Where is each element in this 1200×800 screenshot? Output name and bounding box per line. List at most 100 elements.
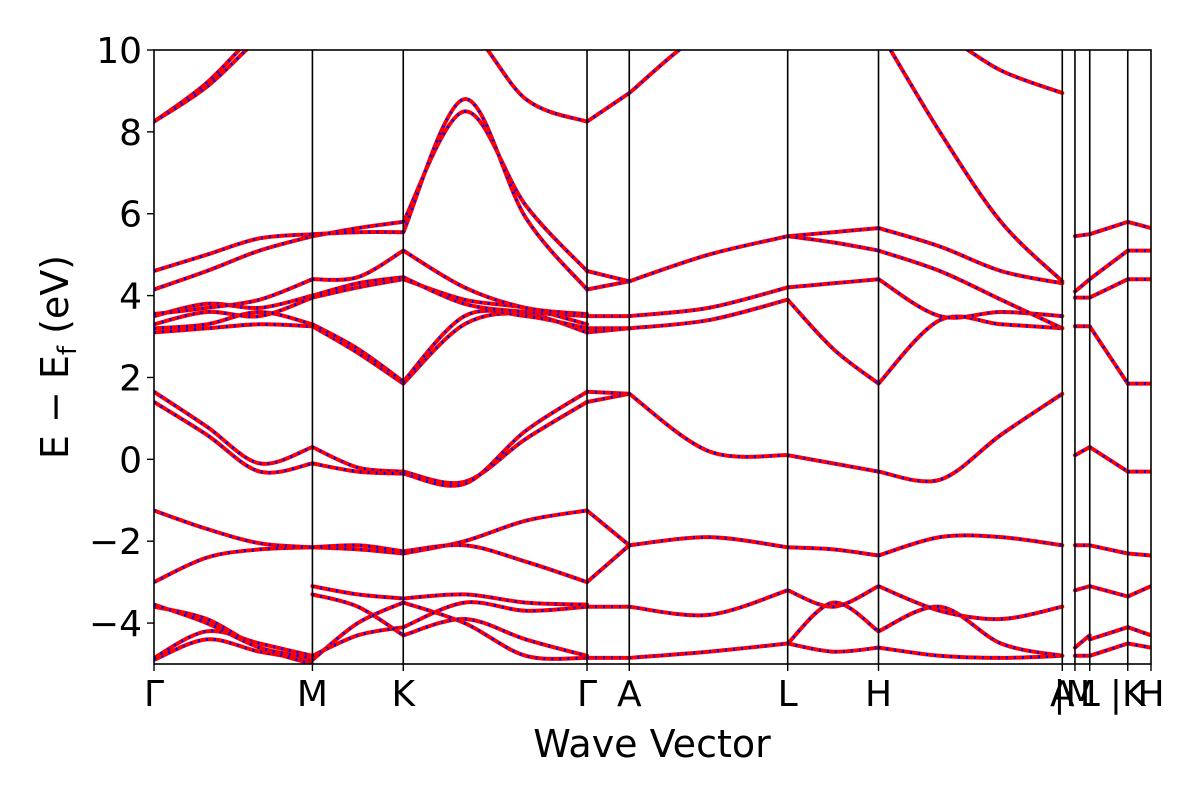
- band-line-red: [1073, 232, 1092, 239]
- high-symmetry-lines: [311, 50, 1129, 664]
- band-line-blue: [312, 230, 404, 236]
- band-line-blue: [154, 603, 313, 660]
- band-line-blue: [154, 232, 313, 273]
- x-tick-label: Γ: [144, 674, 164, 715]
- x-tick-label: L: [778, 674, 798, 715]
- y-axis-title-main: E − E: [33, 355, 77, 459]
- band-line-blue: [586, 269, 630, 283]
- band-line-blue: [154, 296, 313, 326]
- x-tick-label: L: [1080, 674, 1100, 715]
- band-line-blue: [402, 617, 588, 658]
- x-axis-title: Wave Vector: [533, 722, 771, 766]
- band-line-red: [310, 277, 406, 300]
- band-line-red: [627, 285, 790, 319]
- band-line-blue: [402, 509, 588, 555]
- band-line-red: [627, 391, 790, 459]
- band-line-red: [1087, 625, 1130, 642]
- band-line-blue: [1074, 584, 1091, 592]
- band-line-blue: [312, 461, 404, 476]
- band-line-red: [310, 322, 406, 384]
- band-line-red: [627, 50, 683, 95]
- band-line-red: [401, 592, 589, 607]
- band-line-blue: [402, 600, 588, 629]
- x-tick-label: A: [1050, 674, 1075, 715]
- band-line-blue: [877, 584, 1063, 621]
- x-tick-label: |M: [1053, 674, 1096, 715]
- band-line-blue: [878, 533, 1063, 557]
- band-line-red: [310, 324, 406, 386]
- band-line-blue: [154, 629, 313, 660]
- x-tick-label: Γ: [577, 674, 597, 715]
- y-axis-title: E − Ef (eV): [33, 255, 83, 459]
- band-line-red: [785, 297, 881, 386]
- band-line-red: [310, 230, 406, 237]
- band-line-red: [310, 275, 406, 298]
- y-tick-label: 0: [119, 440, 142, 481]
- x-tick-label: |K: [1110, 674, 1147, 715]
- band-curves: [154, 50, 1151, 664]
- band-line-red: [585, 508, 632, 548]
- band-line-red: [876, 645, 1065, 660]
- band-line-red: [876, 226, 1065, 286]
- band-line-red: [585, 543, 632, 585]
- band-line-blue: [586, 91, 631, 123]
- band-line-red: [627, 535, 790, 550]
- band-line-blue: [312, 545, 404, 555]
- band-line-blue: [1127, 220, 1151, 230]
- band-line-blue: [1127, 584, 1151, 598]
- plot-frame: [153, 49, 1152, 665]
- band-line-blue: [1127, 552, 1151, 557]
- y-tick-label: −2: [89, 522, 142, 563]
- y-tick-label: 2: [119, 358, 142, 399]
- band-line-red: [1125, 551, 1151, 558]
- band-line-blue: [312, 592, 405, 637]
- band-line-blue: [154, 637, 313, 662]
- x-tick-label: K: [391, 674, 416, 715]
- band-line-red: [964, 50, 1065, 95]
- band-line-red: [1087, 277, 1130, 300]
- band-line-blue: [311, 625, 404, 658]
- band-line-red: [310, 248, 406, 282]
- y-axis-title-subscript: f: [53, 345, 83, 355]
- x-tick-label: A: [617, 674, 642, 715]
- band-line-blue: [154, 605, 313, 664]
- band-line-red: [1087, 248, 1130, 282]
- y-tick-label: 4: [119, 277, 142, 318]
- band-line-red: [627, 297, 790, 331]
- y-axis-ticks: −4 −2 0 2 4 6 8 10: [89, 31, 154, 645]
- band-line-red: [876, 391, 1065, 484]
- y-tick-label: −4: [89, 604, 142, 645]
- band-line-red: [627, 234, 790, 284]
- band-line-blue: [1088, 325, 1130, 385]
- band-line-red: [1087, 219, 1130, 237]
- band-line-red: [1087, 641, 1130, 658]
- band-line-blue: [877, 605, 1063, 658]
- band-line-blue: [1074, 232, 1090, 238]
- band-line-red: [888, 50, 1065, 284]
- x-axis-ticks: Γ M K Γ A L H A|ML |KH: [144, 664, 1165, 715]
- band-line-blue: [311, 445, 404, 474]
- band-line-red: [154, 277, 315, 316]
- band-line-blue: [154, 310, 313, 330]
- band-line-red: [585, 389, 632, 396]
- y-tick-label: 6: [119, 195, 142, 236]
- band-line-blue: [154, 390, 313, 466]
- band-line-blue: [787, 584, 880, 609]
- band-line-blue: [312, 584, 404, 600]
- band-line-blue: [787, 226, 879, 238]
- band-line-blue: [1074, 445, 1091, 457]
- band-line-red: [876, 248, 1065, 331]
- band-line-red: [1087, 445, 1130, 474]
- band-line-blue: [787, 277, 879, 289]
- band-line-blue: [401, 109, 589, 273]
- band-line-blue: [1074, 634, 1091, 649]
- band-line-blue: [629, 588, 789, 617]
- plot-background: [154, 50, 1151, 664]
- band-line-blue: [402, 390, 588, 488]
- band-line-blue: [154, 234, 313, 291]
- band-line-red: [401, 400, 589, 485]
- band-line-red: [785, 600, 881, 646]
- band-line-blue: [402, 275, 588, 318]
- band-line-red: [1087, 543, 1130, 556]
